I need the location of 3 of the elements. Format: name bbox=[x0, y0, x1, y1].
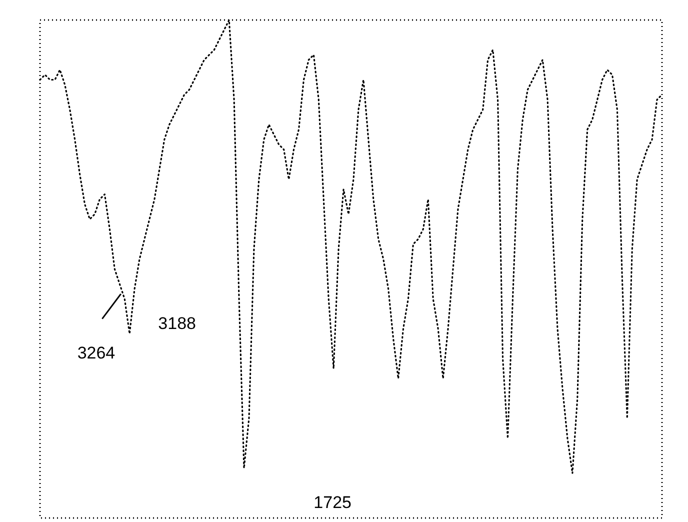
annotation: 3264 bbox=[77, 344, 116, 363]
annotation: 1725 bbox=[314, 493, 352, 512]
annotation: 3188 bbox=[158, 314, 196, 333]
